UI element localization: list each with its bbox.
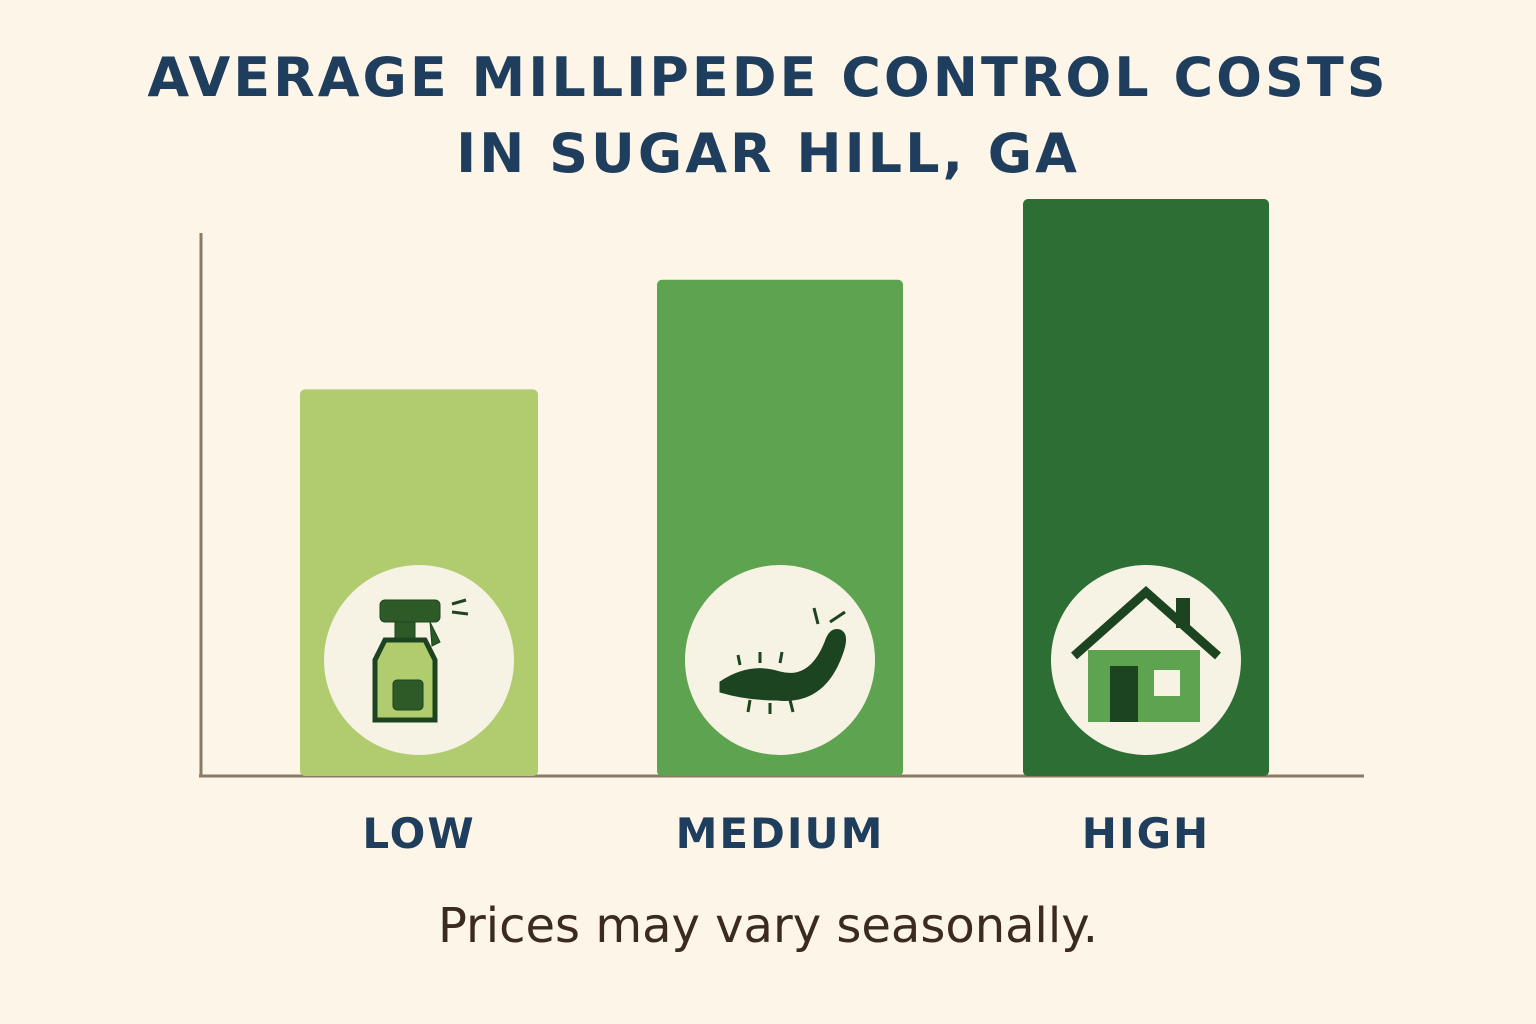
chart-title: AVERAGE MILLIPEDE CONTROL COSTS IN SUGAR… xyxy=(147,46,1389,185)
footnote: Prices may vary seasonally. xyxy=(437,898,1099,954)
x-tick-label: LOW xyxy=(362,809,475,858)
category-labels: LOW MEDIUM HIGH xyxy=(362,809,1210,858)
millipede-icon xyxy=(719,607,846,714)
x-tick-label: MEDIUM xyxy=(676,809,885,858)
house-icon xyxy=(1071,585,1221,722)
x-tick-label: HIGH xyxy=(1082,809,1210,858)
icons xyxy=(324,565,1241,755)
spray-icon xyxy=(372,598,469,723)
